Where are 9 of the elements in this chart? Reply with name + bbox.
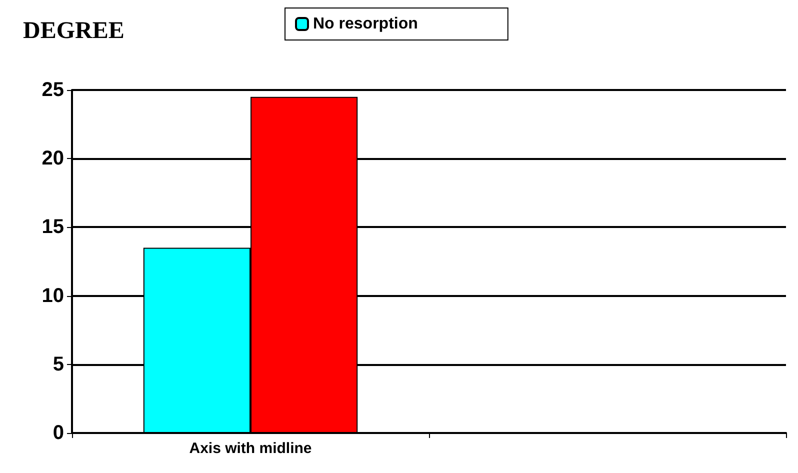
chart-title: DEGREE bbox=[23, 18, 124, 44]
y-tick-label: 5 bbox=[52, 353, 64, 376]
y-tick-label: 15 bbox=[42, 216, 64, 238]
y-tick-label: 10 bbox=[42, 284, 64, 307]
y-tick-label: 25 bbox=[42, 79, 64, 101]
legend-label: No resorption bbox=[313, 16, 418, 32]
y-tick-label: 0 bbox=[52, 422, 64, 444]
y-tick-label: 20 bbox=[42, 148, 64, 170]
x-tick-label: Axis with midline bbox=[189, 440, 312, 457]
